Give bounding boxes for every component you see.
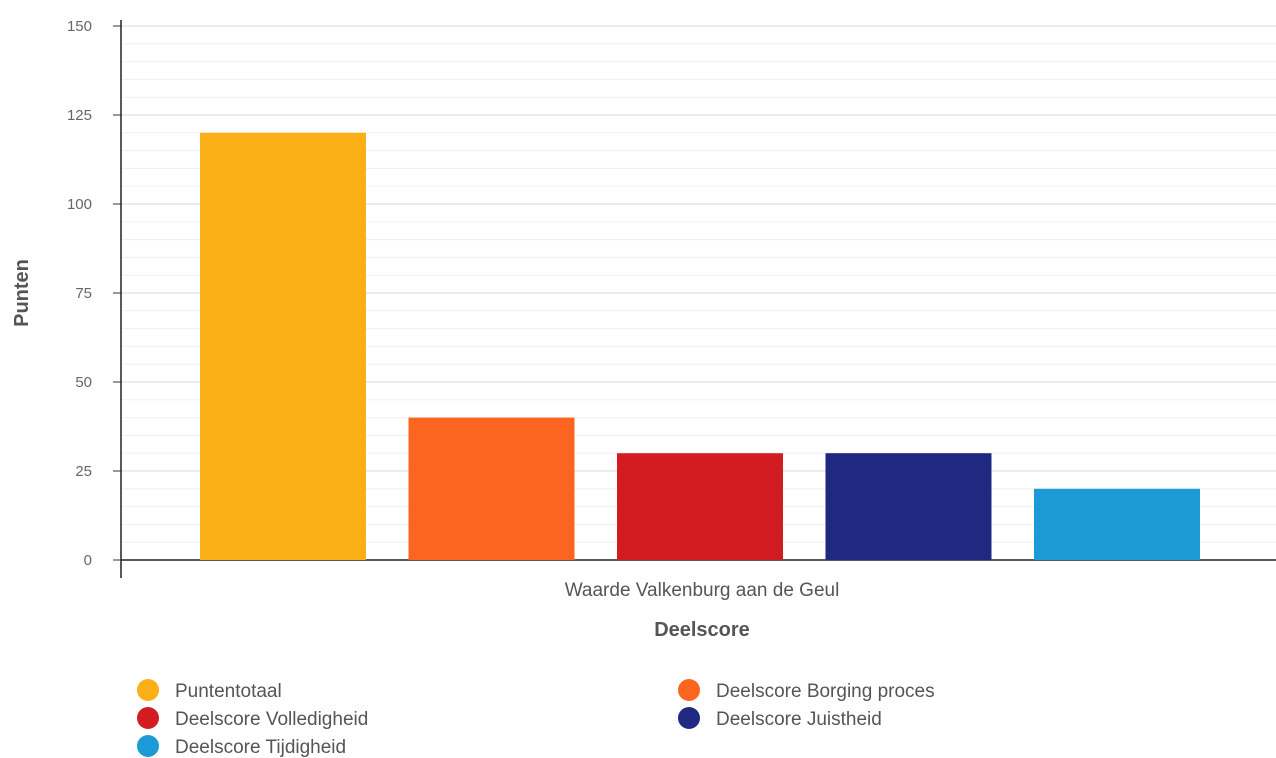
- bar-deelscore-borging-proces: [408, 417, 575, 560]
- bar-deelscore-volledigheid: [617, 453, 783, 560]
- bars: [200, 132, 1200, 561]
- legend-label: Deelscore Borging proces: [716, 681, 935, 702]
- legend-marker: [678, 707, 700, 729]
- bar-deelscore-tijdigheid: [1034, 488, 1200, 560]
- y-tick-label: 0: [84, 552, 92, 569]
- y-tick-label: 100: [67, 196, 92, 213]
- legend-marker: [137, 735, 159, 757]
- y-tick-label: 25: [75, 463, 92, 480]
- legend-label: Deelscore Tijdigheid: [175, 737, 346, 758]
- y-tick-label: 75: [75, 285, 92, 302]
- legend-item-deelscore-volledigheid[interactable]: Deelscore Volledigheid: [137, 707, 368, 730]
- legend-marker: [137, 679, 159, 701]
- legend: Puntentotaal Deelscore Borging proces Deel…: [137, 679, 935, 758]
- legend-marker: [137, 707, 159, 729]
- legend-item-deelscore-tijdigheid[interactable]: Deelscore Tijdigheid: [137, 735, 346, 758]
- legend-label: Deelscore Juistheid: [716, 709, 882, 730]
- y-tick-label: 125: [67, 107, 92, 124]
- x-axis-title: Deelscore: [654, 619, 750, 641]
- legend-item-puntentotaal[interactable]: Puntentotaal: [137, 679, 282, 702]
- category-label: Waarde Valkenburg aan de Geul: [565, 580, 840, 601]
- legend-marker: [678, 679, 700, 701]
- y-axis-title: Punten: [11, 259, 33, 327]
- y-tick-label: 50: [75, 374, 92, 391]
- bar-puntentotaal: [200, 132, 366, 561]
- legend-label: Deelscore Volledigheid: [175, 709, 368, 730]
- y-tick-label: 150: [67, 18, 92, 35]
- legend-item-deelscore-juistheid[interactable]: Deelscore Juistheid: [678, 707, 882, 730]
- legend-label: Puntentotaal: [175, 681, 282, 702]
- legend-item-deelscore-borging-proces[interactable]: Deelscore Borging proces: [678, 679, 935, 702]
- bar-deelscore-juistheid: [825, 453, 992, 560]
- labels: Waarde Valkenburg aan de Geul Deelscore …: [11, 259, 839, 641]
